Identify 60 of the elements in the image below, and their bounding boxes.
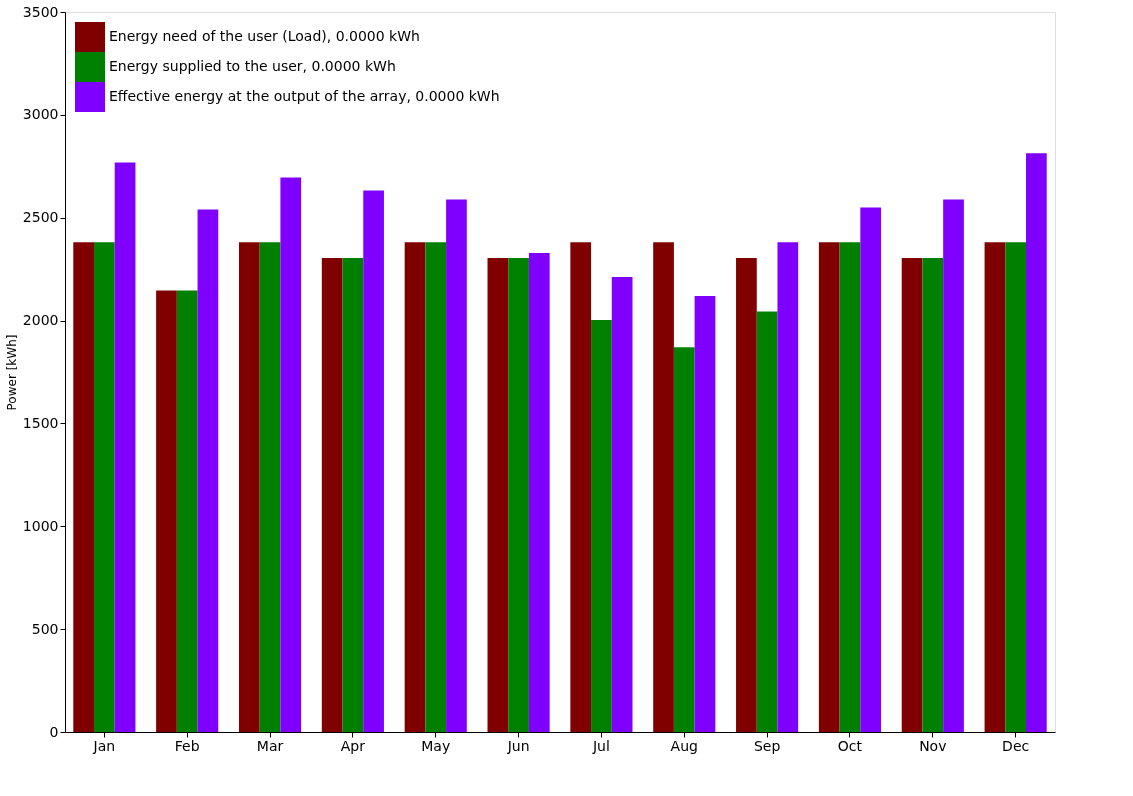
bar (943, 199, 964, 732)
bar (404, 242, 426, 732)
x-tick-label: May (421, 737, 451, 754)
bar (528, 253, 550, 732)
bar (487, 258, 509, 732)
bar (176, 290, 198, 732)
bar (736, 258, 757, 732)
x-tick-label: Aug (670, 737, 698, 754)
bar (197, 209, 219, 732)
x-tick-label: Feb (174, 737, 200, 754)
x-tick-label: Jan (92, 737, 116, 754)
bar (1005, 242, 1026, 732)
y-tick-label: 0 (49, 723, 59, 740)
legend-label: Energy need of the user (Load), 0.0000 kWh (109, 28, 420, 44)
bar (860, 207, 882, 732)
bar (114, 162, 136, 732)
y-tick-label: 3500 (22, 3, 59, 20)
y-tick-label: 3000 (22, 106, 59, 123)
legend-label: Energy supplied to the user, 0.0000 kWh (109, 58, 396, 74)
y-tick-label: 2000 (22, 312, 59, 329)
bar (756, 311, 778, 732)
x-tick-label: Jul (591, 737, 610, 754)
bar (238, 242, 260, 732)
x-tick-label: Apr (340, 737, 366, 754)
bar (280, 177, 302, 732)
x-tick-label: Sep (753, 737, 781, 754)
bar (839, 242, 861, 732)
x-tick-label: Oct (837, 737, 863, 754)
bar (570, 242, 592, 732)
bar (901, 258, 923, 732)
bar (342, 258, 364, 732)
bar (777, 242, 799, 732)
y-tick-label: 500 (31, 620, 59, 637)
bar (156, 290, 177, 732)
x-tick-label: Jun (506, 737, 530, 754)
bar (259, 242, 281, 732)
bar (653, 242, 674, 732)
y-axis-title: Power [kWh] (4, 334, 19, 411)
bar (591, 319, 612, 732)
y-tick-label: 1000 (22, 517, 59, 534)
bar (363, 190, 384, 732)
x-tick-label: Mar (256, 737, 284, 754)
bar (984, 242, 1006, 732)
bar (94, 242, 115, 732)
bar (73, 242, 94, 732)
bar (922, 258, 944, 732)
bar (425, 242, 447, 732)
bar (446, 199, 467, 732)
x-tick-label: Nov (919, 737, 947, 754)
y-tick-label: 2500 (22, 209, 59, 226)
x-tick-label: Dec (1002, 737, 1030, 754)
bar (673, 347, 695, 732)
legend-label: Effective energy at the output of the array, 0.0000 kWh (109, 88, 500, 104)
bar (694, 296, 716, 732)
bar (818, 242, 840, 732)
bar (611, 276, 633, 732)
bar (321, 258, 343, 732)
bar (508, 258, 529, 732)
y-tick-label: 1500 (22, 414, 59, 431)
bar (1026, 153, 1047, 732)
